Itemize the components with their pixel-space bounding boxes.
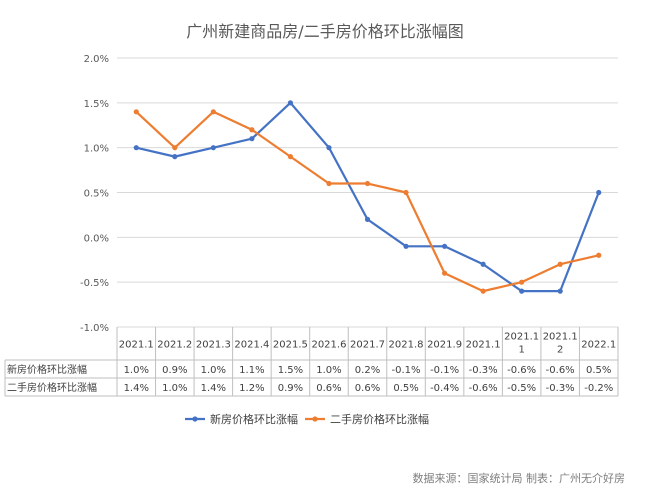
table-series-name: 二手房价格环比涨幅 [7,381,97,394]
table-series-name: 新房价格环比涨幅 [7,363,87,376]
data-point [596,252,602,258]
table-value: 0.5% [393,383,418,394]
table-value: -0.1% [430,365,459,376]
x-tick-label: 2021.6 [311,340,346,351]
x-tick-label: 1 [518,345,524,356]
table-value: -0.6% [507,365,536,376]
data-point [172,145,178,151]
data-point [210,145,216,151]
table-value: 1.2% [239,383,264,394]
data-point [441,243,448,249]
data-point [210,109,216,115]
data-point [249,136,255,142]
table-value: 1.1% [239,365,264,376]
data-point [326,180,332,187]
y-tick-label: 0.0% [84,233,109,244]
table-value: -0.3% [546,383,575,394]
table-value: 0.9% [162,365,187,376]
data-point [480,261,486,267]
data-point [441,270,448,276]
y-tick-label: 0.5% [84,189,109,200]
data-point [287,100,294,106]
table-value: 1.0% [162,383,187,394]
data-point [249,127,255,133]
x-tick-label: 2021.3 [196,340,231,351]
y-tick-label: -1.0% [80,323,109,334]
table-value: 0.5% [586,365,611,376]
legend-swatch-marker [192,416,198,422]
table-value: -0.5% [507,383,536,394]
data-point [519,288,525,294]
data-point [133,145,139,151]
x-tick-label: 2021.2 [157,340,192,351]
data-point [326,145,332,151]
y-tick-label: -0.5% [80,278,109,289]
series-line [135,110,599,293]
legend-label: 新房价格环比涨幅 [210,412,298,426]
x-tick-label: 2021.1 [504,332,539,343]
data-point [596,189,602,196]
data-point [403,189,409,196]
x-tick-label: 2021.7 [350,340,385,351]
series-line [136,101,600,293]
x-tick-label: 2021.1 [543,332,578,343]
data-point [557,288,563,294]
data-point [364,216,371,222]
x-tick-label: 2021.4 [234,340,269,351]
x-tick-label: 2021.1 [119,340,154,351]
table-value: -0.4% [430,383,459,394]
legend-label: 二手房价格环比涨幅 [330,412,429,426]
table-value: 1.0% [316,365,341,376]
table-value: -0.6% [546,365,575,376]
data-point [287,154,294,160]
data-point [480,288,486,294]
data-point [133,109,139,115]
table-value: -0.3% [469,365,498,376]
table-value: -0.2% [584,383,613,394]
x-tick-label: 2021.8 [389,340,424,351]
x-tick-label: 2022.1 [581,340,616,351]
data-point [364,180,371,187]
table-value: 1.0% [124,365,149,376]
y-tick-label: 1.5% [84,99,109,110]
table-value: 0.9% [278,383,303,394]
x-tick-label: 2021.9 [427,340,462,351]
x-tick-label: 2021.5 [273,340,308,351]
table-value: 0.2% [355,365,380,376]
data-point [403,243,409,249]
y-tick-label: 2.0% [84,54,109,65]
table-value: 1.4% [124,383,149,394]
source-note: 数据来源：国家统计局 制表：广州无介好房 [413,471,626,485]
data-point [557,261,563,267]
y-tick-label: 1.0% [84,144,109,155]
table-value: -0.1% [392,365,421,376]
table-value: 1.0% [201,365,226,376]
x-tick-label: 2 [557,345,563,356]
table-value: 1.4% [201,383,226,394]
legend-swatch-marker [312,416,318,422]
table-value: 0.6% [355,383,380,394]
chart-title: 广州新建商品房/二手房价格环比涨幅图 [186,22,463,41]
data-point [172,154,178,160]
x-tick-label: 2021.1 [466,340,501,351]
table-value: -0.6% [469,383,498,394]
table-value: 1.5% [278,365,303,376]
data-point [519,279,525,285]
table-value: 0.6% [316,383,341,394]
